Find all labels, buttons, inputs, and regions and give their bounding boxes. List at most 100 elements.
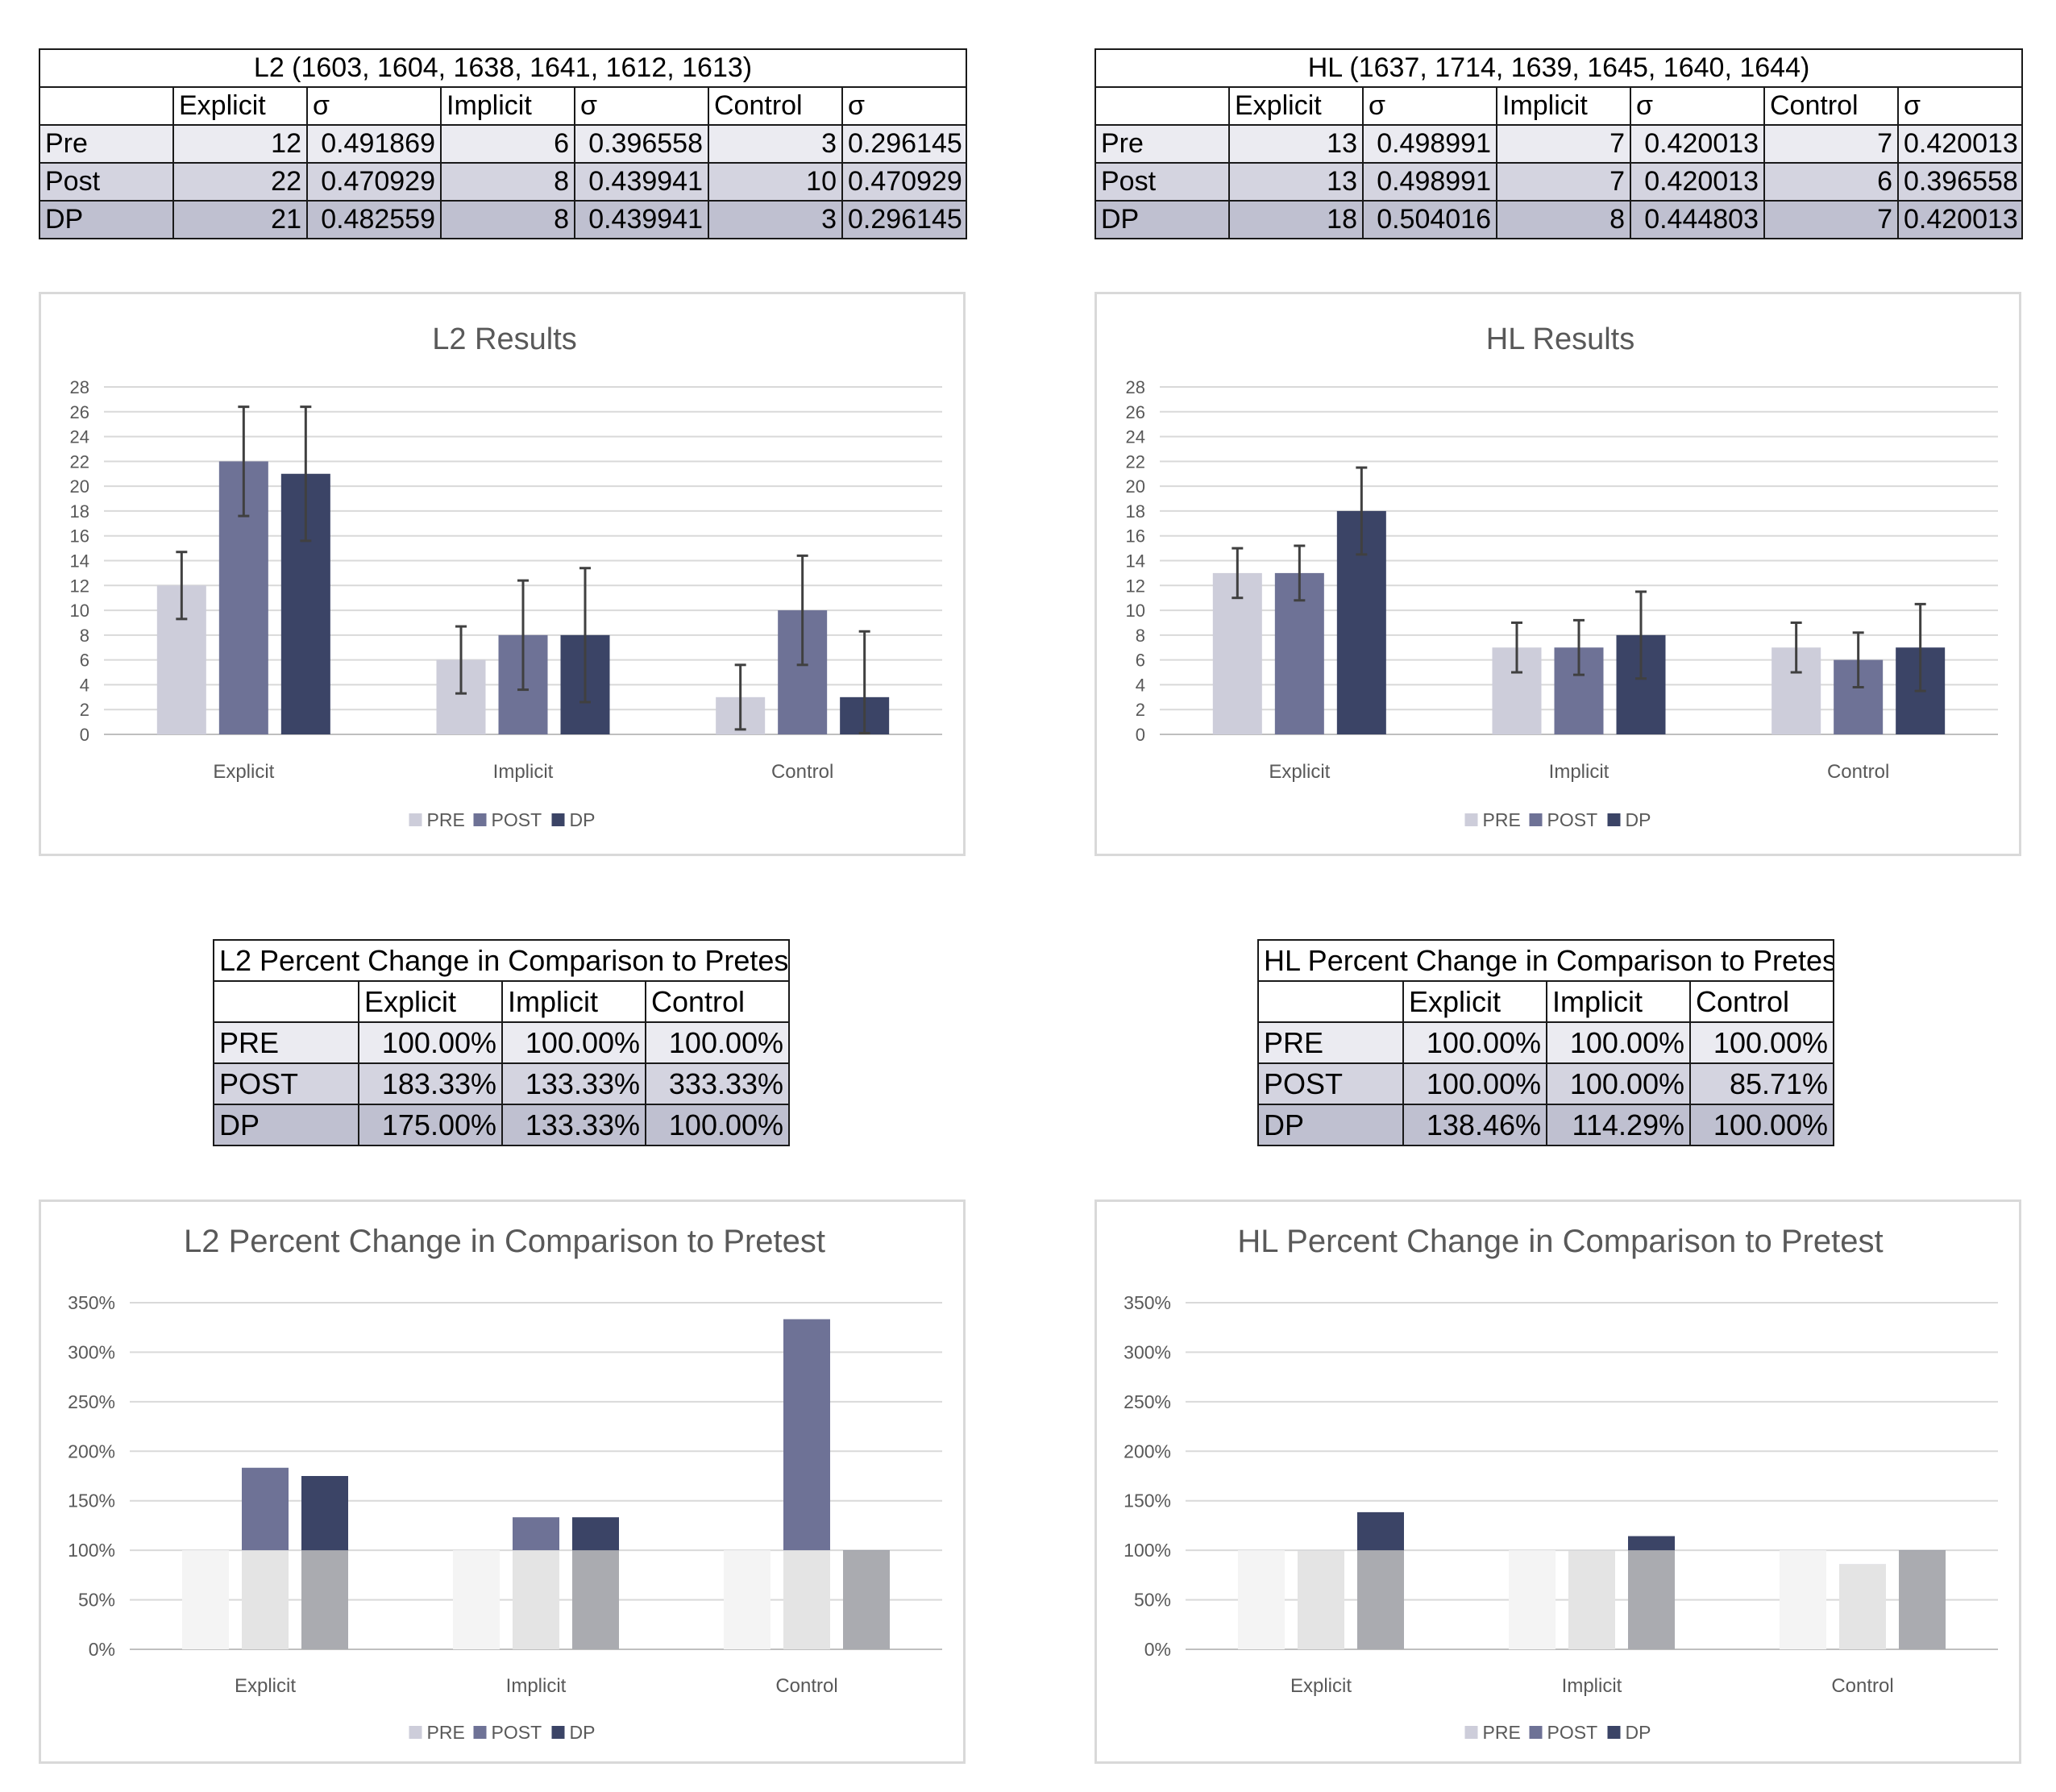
bar-base-overlay — [1839, 1564, 1886, 1649]
table-row: Post 13 0.498991 7 0.420013 6 0.396558 — [1094, 162, 2024, 202]
bar-base-overlay — [1899, 1550, 1946, 1649]
hl-data-table: HL (1637, 1714, 1639, 1645, 1640, 1644) … — [1094, 48, 2024, 239]
bar-pre — [1212, 572, 1262, 734]
y-tick-label: 20 — [1126, 476, 1145, 497]
cell: 0.396558 — [1896, 162, 2024, 202]
hl-percent-table: HL Percent Change in Comparison to Prete… — [1256, 939, 1835, 1146]
cell: 138.46% — [1402, 1104, 1547, 1146]
cell: 7 — [1496, 124, 1631, 164]
cell: 0.504016 — [1362, 200, 1497, 239]
bar-base-overlay — [1509, 1550, 1555, 1649]
cell: 100.00% — [1688, 1104, 1835, 1146]
header-cell: σ — [1896, 86, 2024, 126]
y-tick-label: 22 — [70, 451, 89, 472]
cell: 21 — [172, 200, 308, 239]
cell: 0.420013 — [1896, 124, 2024, 164]
legend-label: DP — [570, 1722, 596, 1743]
table-title: L2 (1603, 1604, 1638, 1641, 1612, 1613) — [38, 48, 968, 88]
y-tick-label: 28 — [1126, 377, 1145, 397]
legend-label: DP — [1626, 809, 1651, 830]
cell: 100.00% — [501, 1021, 646, 1064]
header-cell: Control — [644, 980, 791, 1023]
table-row: POST 100.00% 100.00% 85.71% — [1257, 1062, 1835, 1105]
cell: 0.470929 — [306, 162, 442, 202]
legend-label: POST — [1547, 809, 1598, 830]
y-tick-label: 28 — [70, 377, 89, 397]
legend-label: PRE — [1483, 809, 1521, 830]
chart-title: HL Percent Change in Comparison to Prete… — [1237, 1224, 1883, 1259]
cell: 0.396558 — [574, 124, 709, 164]
legend-swatch — [1529, 813, 1543, 826]
legend-swatch — [551, 813, 565, 826]
bar-base-overlay — [1628, 1550, 1675, 1649]
hl-results-chart: HL Results 0 2 4 6 8 10 12 14 16 18 20 22 24 26 28 Expli… — [1094, 292, 2021, 856]
y-tick-label: 6 — [80, 651, 89, 671]
legend-swatch — [1607, 813, 1621, 826]
cell: 100.00% — [358, 1021, 503, 1064]
cell: 6 — [1763, 162, 1899, 202]
y-tick-label: 2 — [80, 700, 89, 720]
y-tick-label: 16 — [1126, 526, 1145, 547]
cell: 18 — [1228, 200, 1364, 239]
y-tick-label: 24 — [70, 427, 89, 447]
cell: 7 — [1763, 124, 1899, 164]
cell: 0.296145 — [841, 200, 968, 239]
header-cell — [1094, 86, 1230, 126]
cell: 0.439941 — [574, 162, 709, 202]
header-cell — [39, 86, 174, 126]
cell: 22 — [172, 162, 308, 202]
row-label: DP — [213, 1104, 359, 1146]
cell: 333.33% — [644, 1062, 791, 1105]
cell: 7 — [1496, 162, 1631, 202]
cell: 100.00% — [1546, 1062, 1691, 1105]
cell: 100.00% — [1546, 1021, 1691, 1064]
y-tick-label: 8 — [80, 626, 89, 646]
y-tick-label: 26 — [1126, 402, 1145, 422]
bar-base-overlay — [1298, 1550, 1344, 1649]
table-row: Post 22 0.470929 8 0.439941 10 0.470929 — [39, 162, 968, 202]
header-cell: σ — [841, 86, 968, 126]
table-row: Pre 12 0.491869 6 0.396558 3 0.296145 — [39, 124, 968, 164]
y-tick-label: 150% — [68, 1491, 115, 1511]
y-tick-label: 18 — [1126, 501, 1145, 522]
row-label: POST — [1257, 1062, 1404, 1105]
table-row: PRE 100.00% 100.00% 100.00% — [213, 1021, 791, 1064]
x-tick-label: Implicit — [1549, 761, 1609, 783]
bar-base-overlay — [1357, 1550, 1404, 1649]
y-tick-label: 250% — [1124, 1391, 1171, 1412]
cell: 0.420013 — [1630, 124, 1765, 164]
y-tick-label: 150% — [1124, 1491, 1171, 1511]
y-tick-label: 12 — [1126, 576, 1145, 596]
header-cell: Explicit — [172, 86, 308, 126]
y-tick-label: 10 — [70, 601, 89, 621]
y-tick-label: 350% — [1124, 1292, 1171, 1313]
cell: 13 — [1228, 162, 1364, 202]
hl-percent-chart: HL Percent Change in Comparison to Prete… — [1094, 1200, 2021, 1764]
y-tick-label: 8 — [1136, 626, 1145, 646]
header-cell: σ — [1630, 86, 1765, 126]
y-tick-label: 4 — [1136, 675, 1145, 695]
cell: 13 — [1228, 124, 1364, 164]
bar-base-overlay — [1780, 1550, 1826, 1649]
y-tick-label: 2 — [1136, 700, 1145, 720]
legend-label: POST — [492, 809, 542, 830]
x-tick-label: Control — [1827, 761, 1889, 783]
bar-base-overlay — [783, 1550, 830, 1649]
y-tick-label: 24 — [1126, 427, 1145, 447]
x-tick-label: Explicit — [1269, 761, 1330, 783]
row-label: POST — [213, 1062, 359, 1105]
cell: 12 — [172, 124, 308, 164]
legend-label: PRE — [427, 1722, 465, 1743]
y-tick-label: 18 — [70, 501, 89, 522]
row-label: PRE — [213, 1021, 359, 1064]
cell: 114.29% — [1546, 1104, 1691, 1146]
bar-base-overlay — [242, 1550, 289, 1649]
cell: 133.33% — [501, 1062, 646, 1105]
hl-percent-chart-svg: HL Percent Change in Comparison to Prete… — [1124, 1224, 1998, 1743]
header-cell: Control — [708, 86, 843, 126]
table-title: HL (1637, 1714, 1639, 1645, 1640, 1644) — [1094, 48, 2024, 88]
y-tick-label: 20 — [70, 476, 89, 497]
row-label: Pre — [39, 124, 174, 164]
cell: 183.33% — [358, 1062, 503, 1105]
header-cell: Explicit — [358, 980, 503, 1023]
